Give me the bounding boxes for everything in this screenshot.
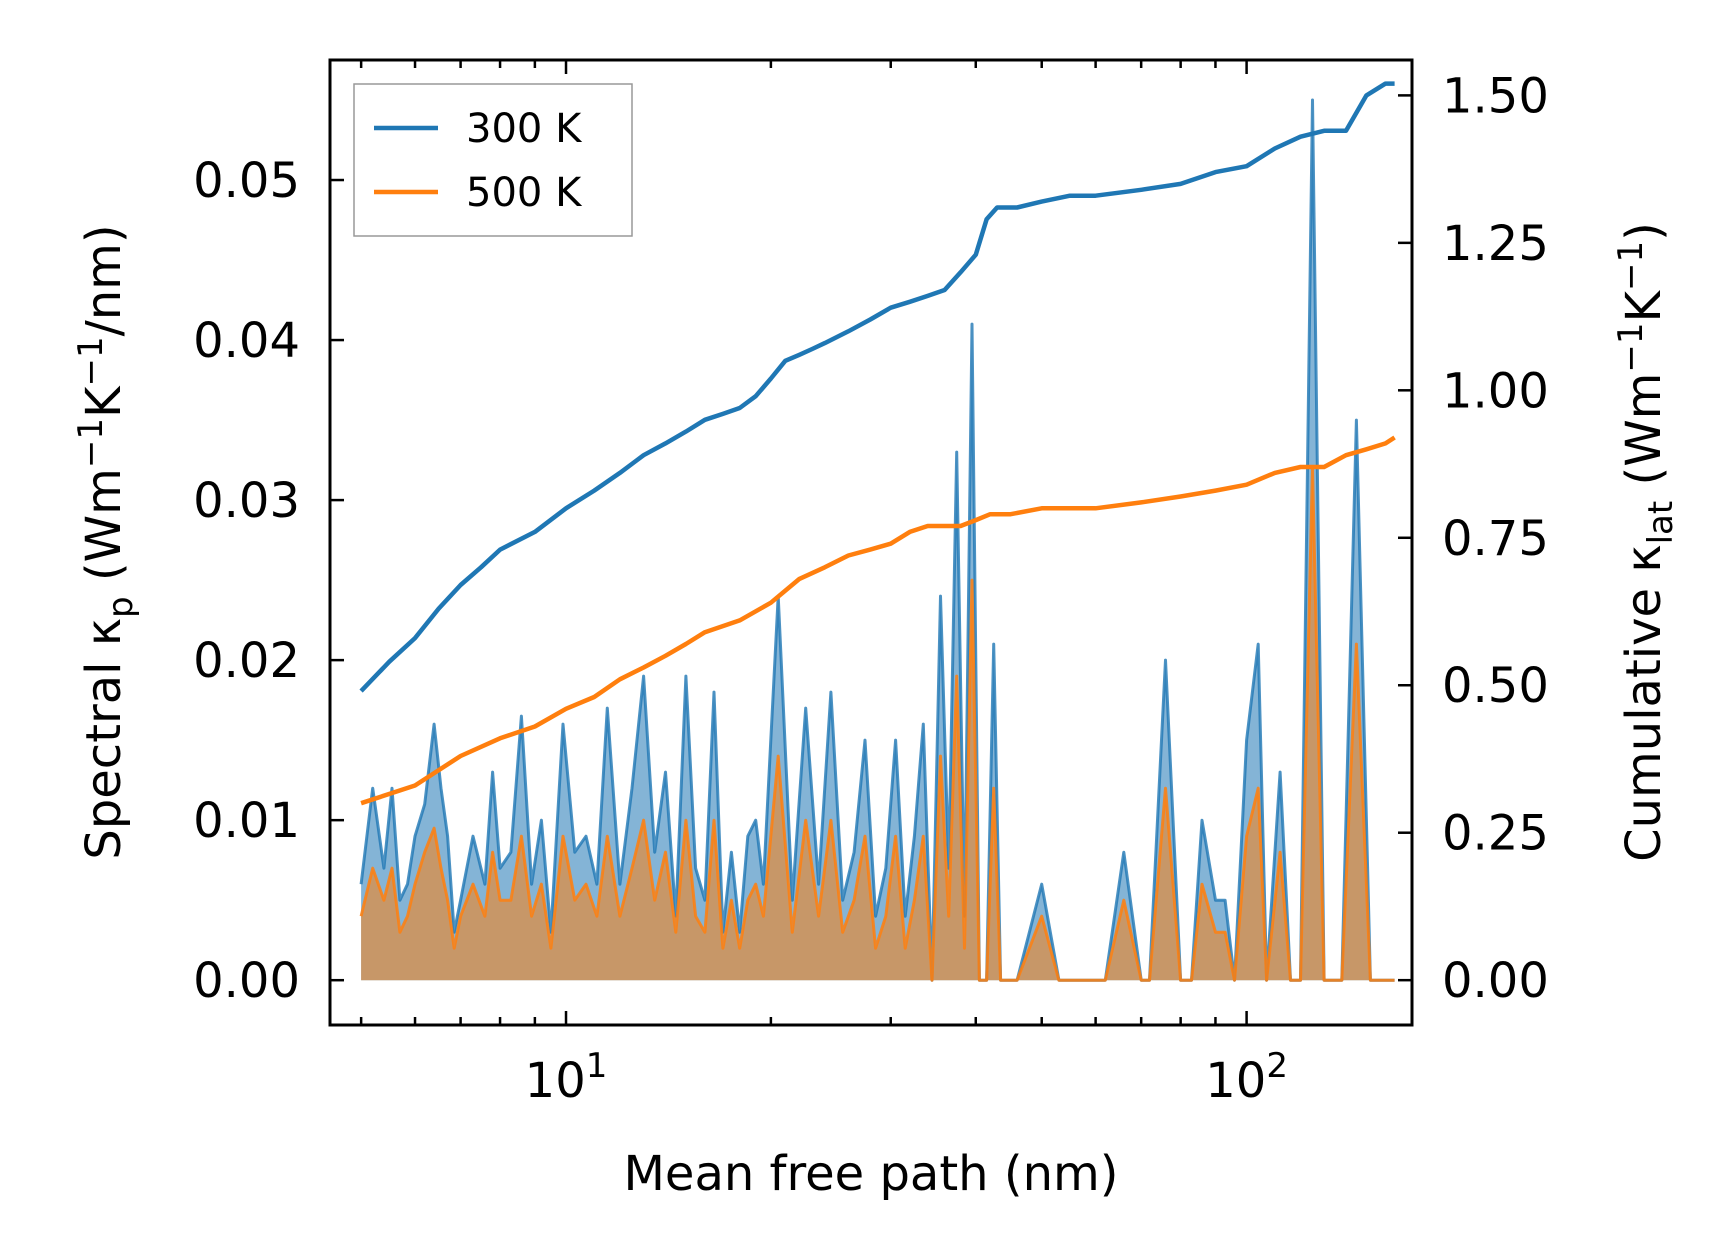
y-axis-left-label-text: Spectral κp (Wm−1K−1/nm) xyxy=(71,224,141,859)
cumulative-500K-line xyxy=(360,435,1396,806)
yl-right-k: K xyxy=(1616,289,1672,322)
spectral-300K-line xyxy=(359,98,1395,982)
yl-right-sub: lat xyxy=(1641,501,1681,545)
yl-left-k: K xyxy=(76,385,132,418)
yl-right-suffix: ) xyxy=(1616,222,1672,241)
yl-left-suffix: /nm) xyxy=(76,224,132,336)
y-axis-right-label: Cumulative κlat (Wm−1K−1) xyxy=(1611,222,1681,862)
plot-frame xyxy=(328,58,1414,1027)
y-right-tick-label: 1.00 xyxy=(1442,363,1549,419)
y-right-tick-label: 0.00 xyxy=(1442,953,1549,1009)
legend: 300 K 500 K xyxy=(353,83,633,237)
x-tick-label: 101 xyxy=(525,1046,608,1109)
y-left-tick-label: 0.03 xyxy=(193,473,300,529)
yl-left-prefix: Spectral κ xyxy=(76,618,132,860)
legend-box xyxy=(353,83,633,237)
y-right-tick-label: 0.75 xyxy=(1442,511,1549,567)
yl-right-sup1: −1 xyxy=(1611,322,1651,372)
spectral-fills xyxy=(359,98,1395,982)
y-right-tick-label: 1.25 xyxy=(1442,216,1549,272)
spectral-300K-area xyxy=(361,100,1395,981)
yl-left-sup1: −1 xyxy=(71,418,111,468)
cumulative-300K-line xyxy=(359,81,1395,693)
yl-left-middle: (Wm xyxy=(76,468,132,596)
legend-label-300K: 300 K xyxy=(466,106,583,152)
y-right-tick-label: 1.50 xyxy=(1442,68,1549,124)
series-lines xyxy=(359,81,1396,806)
yl-left-sub: p xyxy=(101,596,141,618)
axis-tick-labels: 101 102 0.00 0.01 0.02 0.03 0.04 0.05 0.00 0.25 0.… xyxy=(193,68,1549,1109)
y-left-tick-label: 0.01 xyxy=(193,793,300,849)
spectral-500K-area xyxy=(361,468,1395,981)
y-left-tick-label: 0.02 xyxy=(193,633,300,689)
y-right-tick-label: 0.50 xyxy=(1442,658,1549,714)
yl-right-middle: (Wm xyxy=(1616,373,1672,501)
yl-right-sup2: −1 xyxy=(1611,241,1651,291)
y-axis-left-label: Spectral κp (Wm−1K−1/nm) xyxy=(71,224,141,859)
spectral-500K-line xyxy=(359,466,1395,982)
y-left-tick-label: 0.04 xyxy=(193,313,300,369)
x-axis-label: Mean free path (nm) xyxy=(624,1146,1119,1202)
y-left-tick-label: 0.00 xyxy=(193,953,300,1009)
axis-ticks xyxy=(330,60,1412,1025)
yl-left-sup2: −1 xyxy=(71,336,111,386)
x-tick-label: 102 xyxy=(1205,1046,1288,1109)
legend-label-500K: 500 K xyxy=(466,170,583,216)
y-right-tick-label: 0.25 xyxy=(1442,806,1549,862)
y-axis-right-label-text: Cumulative κlat (Wm−1K−1) xyxy=(1611,222,1681,862)
y-left-tick-label: 0.05 xyxy=(193,153,300,209)
yl-right-prefix: Cumulative κ xyxy=(1616,544,1672,862)
